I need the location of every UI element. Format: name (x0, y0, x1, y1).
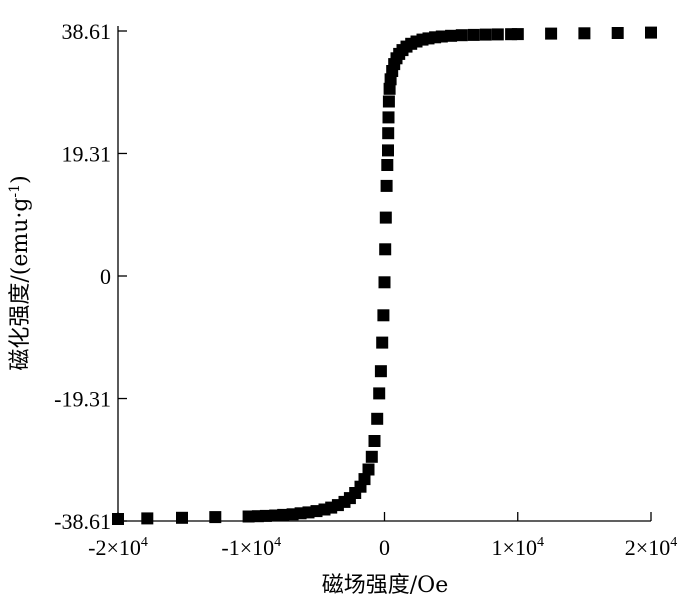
x-axis-title: 磁场强度/Oe (322, 573, 448, 598)
data-point (368, 435, 381, 447)
data-point (467, 28, 480, 41)
y-tick-label: 19.31 (62, 141, 112, 166)
data-point (381, 159, 394, 171)
data-point (382, 127, 395, 140)
data-point (379, 243, 392, 256)
x-tick-exponent: 4 (274, 535, 281, 550)
y-axis-title-main: 磁化强度/(emu·g (8, 198, 33, 371)
x-tick-mantissa: -2×10 (88, 535, 141, 560)
data-markers (112, 26, 657, 525)
data-point (374, 365, 387, 378)
data-point (259, 509, 272, 522)
data-point (455, 29, 468, 42)
x-tick-label: 0 (379, 535, 390, 560)
data-point (578, 27, 591, 40)
data-point (511, 28, 524, 41)
data-point (242, 510, 255, 523)
x-tick-mantissa: 0 (379, 535, 390, 560)
x-tick-mantissa: -1×10 (221, 535, 274, 560)
x-tick-exponent: 4 (537, 535, 544, 550)
data-point (383, 82, 396, 95)
data-point (382, 144, 394, 157)
data-point (277, 508, 290, 521)
data-point (505, 28, 518, 41)
data-point (479, 28, 492, 41)
data-point (112, 513, 124, 525)
y-axis-title-exponent: -1 (7, 184, 23, 198)
x-tick-exponent: 4 (141, 535, 148, 550)
y-tick-label: 0 (100, 264, 111, 289)
data-point (545, 27, 558, 40)
y-axis-title-close: ) (8, 175, 33, 184)
x-tick-exponent: 4 (670, 535, 677, 550)
data-point (373, 387, 386, 400)
data-point (365, 450, 378, 463)
data-point (310, 505, 323, 518)
y-tick-label: 38.61 (62, 19, 112, 44)
x-tick-label: -1×104 (221, 535, 281, 560)
data-point (325, 501, 338, 514)
data-point (209, 511, 222, 524)
y-tick-label: -38.61 (54, 509, 111, 534)
data-point (377, 309, 390, 322)
x-tick-label: -2×104 (88, 535, 148, 560)
data-point (176, 511, 188, 524)
x-tick-mantissa: 2×10 (625, 535, 670, 560)
data-point (645, 26, 657, 39)
data-point (379, 211, 392, 224)
data-point (358, 473, 371, 486)
data-point (378, 276, 391, 289)
data-point (362, 463, 375, 476)
data-point (380, 179, 393, 192)
y-axis-title: 磁化强度/(emu·g-1) (7, 175, 33, 370)
data-point (141, 512, 154, 525)
data-point (445, 29, 458, 42)
x-tick-label: 2×104 (625, 535, 677, 560)
data-point (435, 30, 448, 43)
data-point (611, 27, 624, 39)
y-tick-label: -19.31 (54, 387, 111, 412)
data-point (382, 95, 395, 108)
data-point (491, 28, 504, 41)
x-tick-label: 1×104 (492, 535, 544, 560)
data-point (382, 111, 395, 124)
data-point (371, 412, 384, 425)
data-point (376, 336, 389, 349)
x-tick-mantissa: 1×10 (492, 535, 537, 560)
